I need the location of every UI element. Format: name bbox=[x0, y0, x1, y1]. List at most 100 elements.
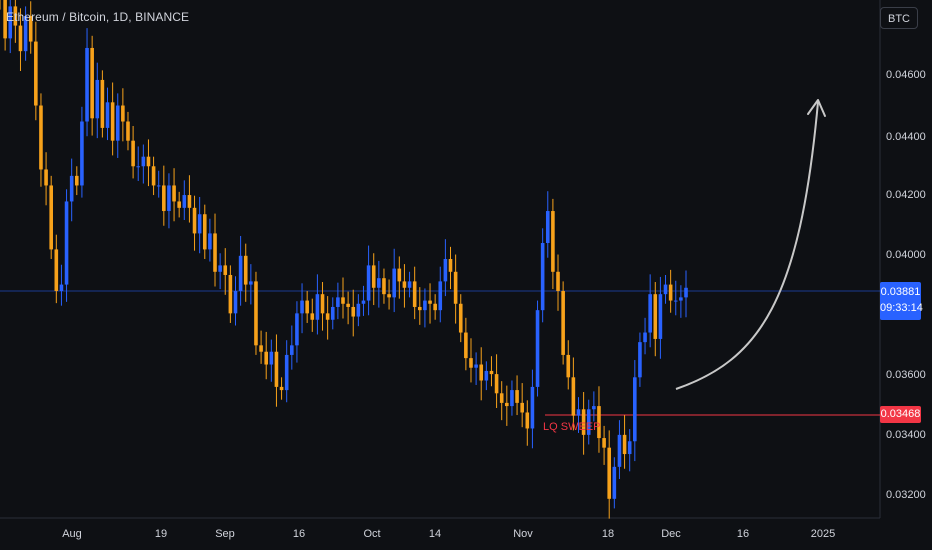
candle-body bbox=[586, 409, 591, 435]
candle-body bbox=[59, 284, 64, 291]
x-tick: 2025 bbox=[810, 528, 836, 540]
candle-body bbox=[269, 351, 274, 365]
candle-body bbox=[469, 358, 473, 368]
candle-body bbox=[648, 294, 652, 333]
candle-body bbox=[223, 265, 228, 275]
candle-body bbox=[638, 342, 642, 378]
candle-body bbox=[545, 211, 550, 244]
candle-body bbox=[23, 15, 28, 52]
candle-body bbox=[264, 351, 269, 365]
currency-button[interactable]: BTC bbox=[880, 7, 918, 29]
candle-body bbox=[28, 15, 33, 42]
candle-body bbox=[530, 386, 535, 429]
candle-body bbox=[397, 268, 402, 282]
candle-body bbox=[453, 271, 458, 304]
candle-body bbox=[141, 156, 146, 167]
candle-body bbox=[361, 300, 366, 304]
sweep-price-badge: 0.03468 bbox=[880, 406, 921, 423]
candle-body bbox=[13, 6, 18, 26]
candle-body bbox=[243, 255, 248, 285]
candle-body bbox=[100, 79, 105, 128]
candle-body bbox=[510, 390, 514, 407]
candle-body bbox=[80, 121, 84, 186]
candle-body bbox=[597, 406, 601, 439]
candle-body bbox=[54, 249, 59, 291]
candle-body bbox=[474, 364, 478, 368]
x-tick: 19 bbox=[154, 528, 168, 540]
candle-body bbox=[213, 233, 217, 272]
candle-body bbox=[540, 243, 545, 311]
candle-body bbox=[525, 412, 530, 429]
candle-body bbox=[366, 265, 371, 301]
candle-body bbox=[167, 185, 171, 212]
candle-body bbox=[356, 303, 361, 317]
candle-body bbox=[520, 402, 524, 413]
candle-body bbox=[392, 268, 396, 298]
candle-body bbox=[382, 278, 386, 295]
candle-body bbox=[612, 466, 617, 499]
candle-body bbox=[95, 79, 100, 119]
candle-body bbox=[484, 370, 489, 381]
candle-body bbox=[208, 233, 212, 250]
last-price-value: 0.03881 bbox=[880, 286, 921, 298]
candle-body bbox=[684, 287, 688, 298]
candle-body bbox=[505, 402, 509, 407]
candle-body bbox=[295, 313, 299, 346]
candle-body bbox=[351, 306, 356, 317]
candle-body bbox=[464, 332, 468, 359]
lq-sweep-label: LQ SWEEP bbox=[543, 421, 601, 433]
y-tick: 0.03400 bbox=[886, 429, 926, 441]
candle-body bbox=[177, 201, 181, 208]
candle-body bbox=[663, 284, 668, 295]
candle-body bbox=[325, 313, 330, 320]
candle-body bbox=[551, 211, 555, 272]
candle-body bbox=[627, 441, 632, 455]
candle-body bbox=[607, 447, 612, 499]
candle-body bbox=[653, 294, 658, 339]
candle-body bbox=[489, 370, 494, 375]
candle-body bbox=[182, 195, 187, 208]
candle-body bbox=[668, 284, 673, 301]
candle-body bbox=[3, 0, 7, 39]
candle-body bbox=[300, 300, 304, 314]
candle-body bbox=[136, 166, 141, 168]
candle-body bbox=[576, 409, 581, 416]
candle-body bbox=[218, 265, 222, 272]
y-tick: 0.04400 bbox=[886, 131, 926, 143]
candle-body bbox=[673, 300, 678, 302]
x-tick: Nov bbox=[513, 528, 533, 540]
candle-body bbox=[633, 377, 637, 442]
projection-arrow-head bbox=[807, 99, 826, 117]
x-tick: Sep bbox=[215, 528, 235, 540]
candle-body bbox=[279, 386, 284, 391]
y-tick: 0.04600 bbox=[886, 69, 926, 81]
candle-body bbox=[110, 102, 115, 141]
candle-body bbox=[105, 102, 110, 128]
candle-body bbox=[428, 300, 432, 304]
candle-countdown: 09:33:14 bbox=[880, 302, 923, 314]
candle-body bbox=[438, 281, 443, 311]
candle-body bbox=[172, 185, 176, 202]
candle-body bbox=[336, 297, 340, 307]
projection-arrow bbox=[675, 101, 819, 390]
candle-body bbox=[187, 195, 192, 208]
candle-body bbox=[238, 255, 243, 291]
candle-body bbox=[561, 290, 565, 355]
candle-body bbox=[417, 306, 422, 311]
candle-body bbox=[433, 303, 437, 311]
candle-body bbox=[156, 185, 161, 187]
candle-body bbox=[49, 185, 53, 250]
x-tick: Oct bbox=[363, 528, 381, 540]
candle-body bbox=[387, 294, 391, 298]
candle-body bbox=[192, 207, 197, 234]
candle-body bbox=[515, 390, 519, 403]
candle-body bbox=[571, 377, 576, 416]
candle-body bbox=[602, 438, 606, 448]
candle-body bbox=[249, 281, 253, 285]
candle-body bbox=[402, 281, 407, 288]
candle-body bbox=[69, 175, 74, 202]
candle-body bbox=[377, 278, 381, 288]
symbol-title: Ethereum / Bitcoin, 1D, BINANCE bbox=[6, 10, 190, 24]
candle-body bbox=[412, 281, 417, 307]
